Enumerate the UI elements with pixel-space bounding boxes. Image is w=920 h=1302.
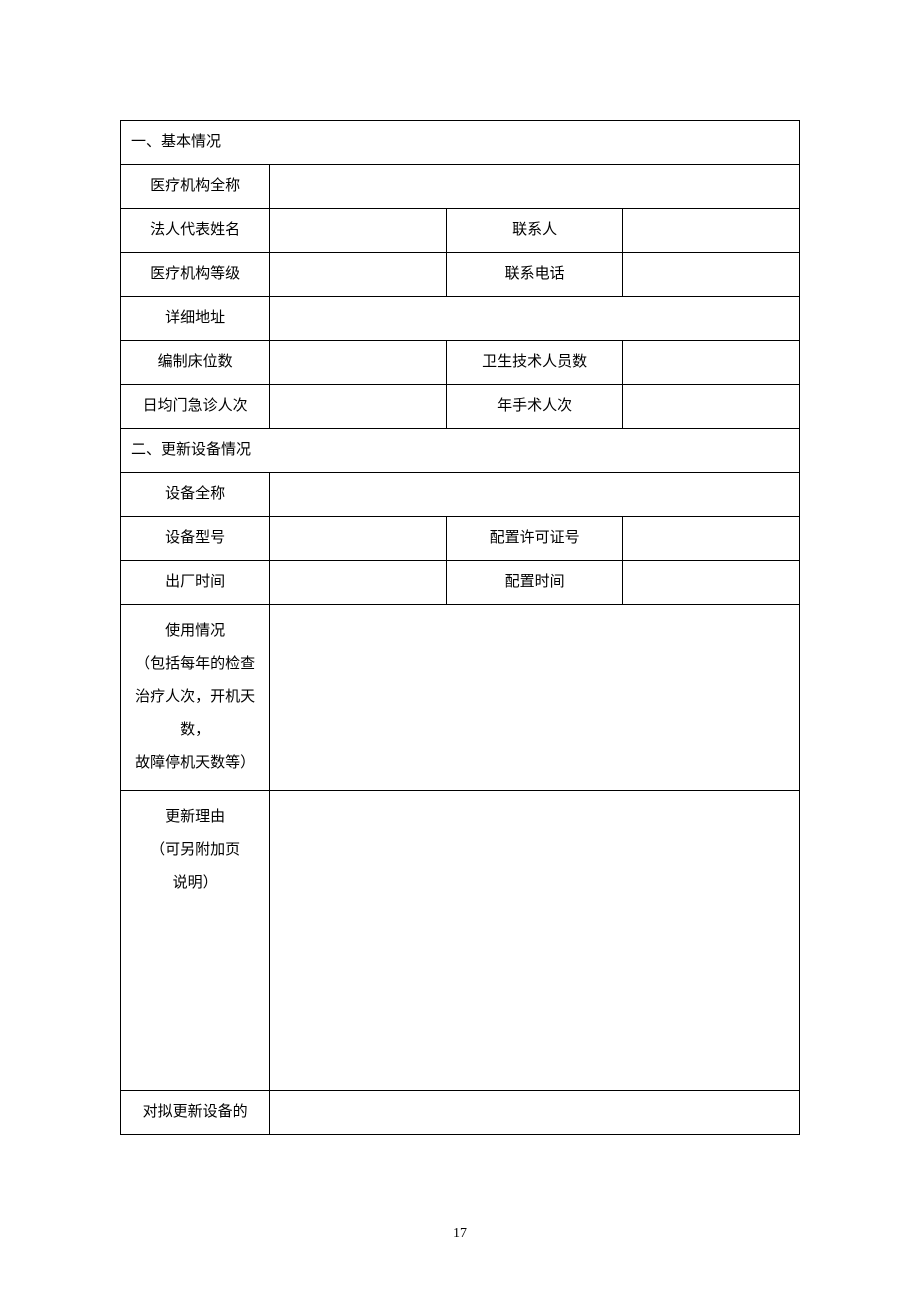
label-bed-count: 编制床位数 bbox=[121, 341, 270, 385]
label-institution-level: 医疗机构等级 bbox=[121, 253, 270, 297]
value-config-license[interactable] bbox=[623, 517, 800, 561]
form-table: 一、基本情况 医疗机构全称 法人代表姓名 联系人 医疗机构等级 联系电话 详细地… bbox=[120, 120, 800, 1135]
value-equipment-full-name[interactable] bbox=[270, 473, 800, 517]
label-config-license: 配置许可证号 bbox=[446, 517, 623, 561]
label-equipment-model: 设备型号 bbox=[121, 517, 270, 561]
label-usage-line3: 治疗人次，开机天数， bbox=[135, 689, 255, 738]
value-manufacture-date[interactable] bbox=[270, 561, 447, 605]
value-annual-surgeries[interactable] bbox=[623, 385, 800, 429]
label-config-date: 配置时间 bbox=[446, 561, 623, 605]
label-annual-surgeries: 年手术人次 bbox=[446, 385, 623, 429]
value-institution-full-name[interactable] bbox=[270, 165, 800, 209]
label-tech-staff-count: 卫生技术人员数 bbox=[446, 341, 623, 385]
label-institution-full-name: 医疗机构全称 bbox=[121, 165, 270, 209]
label-usage-line1: 使用情况 bbox=[165, 623, 225, 639]
page-number: 17 bbox=[0, 1226, 920, 1242]
label-manufacture-date: 出厂时间 bbox=[121, 561, 270, 605]
form-page: 一、基本情况 医疗机构全称 法人代表姓名 联系人 医疗机构等级 联系电话 详细地… bbox=[120, 120, 800, 1135]
value-legal-rep-name[interactable] bbox=[270, 209, 447, 253]
label-daily-visits: 日均门急诊人次 bbox=[121, 385, 270, 429]
value-equipment-model[interactable] bbox=[270, 517, 447, 561]
label-update-reason: 更新理由 （可另附加页 说明） bbox=[121, 791, 270, 1091]
label-usage: 使用情况 （包括每年的检查 治疗人次，开机天数， 故障停机天数等） bbox=[121, 605, 270, 791]
value-bed-count[interactable] bbox=[270, 341, 447, 385]
value-contact-phone[interactable] bbox=[623, 253, 800, 297]
value-usage[interactable] bbox=[270, 605, 800, 791]
value-institution-level[interactable] bbox=[270, 253, 447, 297]
label-update-reason-line2: （可另附加页 bbox=[150, 842, 240, 858]
label-contact-person: 联系人 bbox=[446, 209, 623, 253]
label-address: 详细地址 bbox=[121, 297, 270, 341]
label-equipment-full-name: 设备全称 bbox=[121, 473, 270, 517]
section-equipment-header: 二、更新设备情况 bbox=[121, 429, 800, 473]
value-address[interactable] bbox=[270, 297, 800, 341]
label-usage-line2: （包括每年的检查 bbox=[135, 656, 255, 672]
section-basic-header: 一、基本情况 bbox=[121, 121, 800, 165]
label-contact-phone: 联系电话 bbox=[446, 253, 623, 297]
value-config-date[interactable] bbox=[623, 561, 800, 605]
value-contact-person[interactable] bbox=[623, 209, 800, 253]
label-update-reason-line3: 说明） bbox=[173, 875, 218, 891]
label-usage-line4: 故障停机天数等） bbox=[135, 755, 255, 771]
value-daily-visits[interactable] bbox=[270, 385, 447, 429]
value-tech-staff-count[interactable] bbox=[623, 341, 800, 385]
label-disposal-plan: 对拟更新设备的 bbox=[121, 1091, 270, 1135]
label-update-reason-line1: 更新理由 bbox=[165, 809, 225, 825]
value-update-reason[interactable] bbox=[270, 791, 800, 1091]
label-legal-rep-name: 法人代表姓名 bbox=[121, 209, 270, 253]
value-disposal-plan[interactable] bbox=[270, 1091, 800, 1135]
